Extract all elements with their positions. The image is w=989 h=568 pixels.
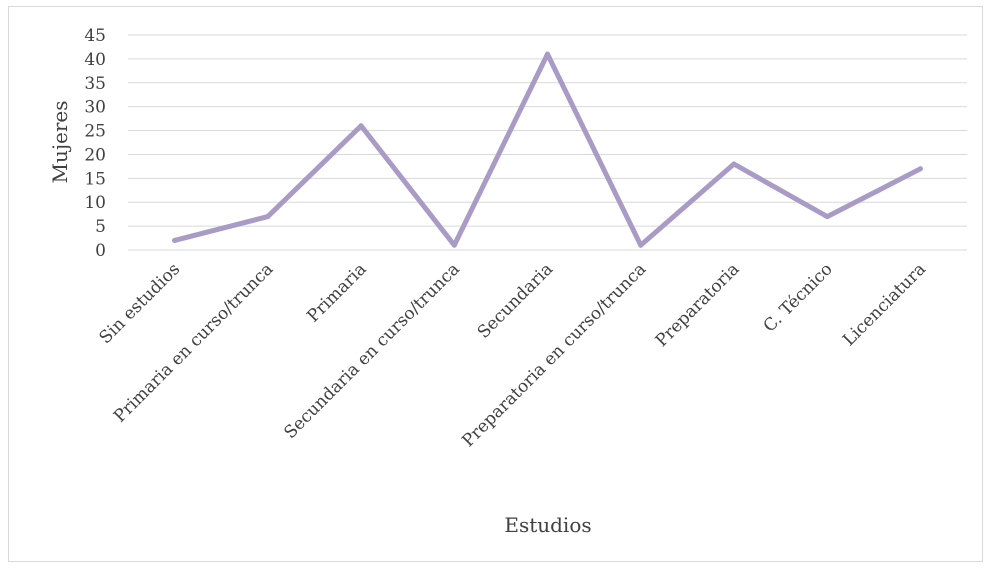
y-tick-label: 25 xyxy=(84,122,106,142)
y-tick-label: 30 xyxy=(84,98,106,118)
data-point xyxy=(545,51,550,57)
x-tick-label: C. Técnico xyxy=(760,259,837,336)
x-tick-label: Secundaria en curso/trunca xyxy=(280,259,463,442)
y-axis-title: Mujeres xyxy=(48,100,72,183)
x-tick-label: Preparatoria xyxy=(652,259,744,351)
y-tick-label: 40 xyxy=(84,50,106,70)
x-axis-title: Estudios xyxy=(504,513,591,537)
x-tick-label: Primaria xyxy=(303,259,370,326)
y-tick-label: 45 xyxy=(84,26,106,46)
y-tick-labels: 0 5 10 15 20 25 30 35 40 45 xyxy=(84,26,106,261)
data-point xyxy=(824,214,830,220)
x-tick-label: Primaria en curso/trunca xyxy=(110,259,277,426)
y-tick-label: 10 xyxy=(84,193,106,213)
x-tick-label: Licenciatura xyxy=(839,259,930,350)
x-tick-label: Preparatoria en curso/trunca xyxy=(458,259,650,451)
data-point xyxy=(638,242,644,248)
series-layer xyxy=(172,51,923,248)
y-tick-label: 15 xyxy=(84,169,106,189)
data-point xyxy=(451,242,457,248)
y-tick-label: 5 xyxy=(95,217,106,237)
data-point xyxy=(358,123,364,129)
data-point xyxy=(731,161,737,167)
data-point xyxy=(172,237,178,243)
y-tick-label: 35 xyxy=(84,74,106,94)
data-point xyxy=(265,214,271,220)
y-tick-label: 20 xyxy=(84,145,106,165)
data-point xyxy=(917,166,923,172)
y-tick-label: 0 xyxy=(95,241,106,261)
x-tick-label: Secundaria xyxy=(474,259,557,342)
x-tick-label: Sin estudios xyxy=(96,259,185,348)
chart-frame xyxy=(8,6,983,562)
